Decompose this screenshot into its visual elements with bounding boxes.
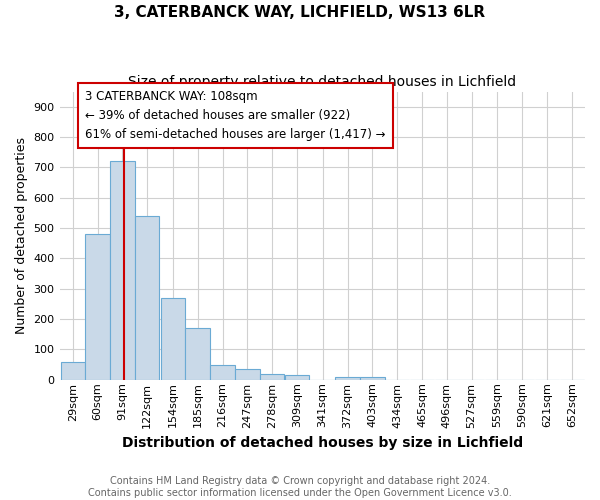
Bar (360, 378, 385, 380)
Bar (260, 374, 284, 380)
X-axis label: Distribution of detached houses by size in Lichfield: Distribution of detached houses by size … (122, 436, 523, 450)
Bar (211, 365, 235, 380)
Bar (185, 328, 210, 380)
Bar (335, 378, 360, 380)
Bar (85, 234, 110, 380)
Bar (161, 298, 185, 380)
Bar (110, 162, 134, 380)
Y-axis label: Number of detached properties: Number of detached properties (15, 137, 28, 334)
Text: 3, CATERBANCK WAY, LICHFIELD, WS13 6LR: 3, CATERBANCK WAY, LICHFIELD, WS13 6LR (115, 5, 485, 20)
Bar (61, 362, 85, 380)
Bar (235, 369, 260, 380)
Bar (135, 216, 160, 380)
Title: Size of property relative to detached houses in Lichfield: Size of property relative to detached ho… (128, 75, 517, 89)
Text: Contains HM Land Registry data © Crown copyright and database right 2024.
Contai: Contains HM Land Registry data © Crown c… (88, 476, 512, 498)
Bar (285, 375, 309, 380)
Text: 3 CATERBANCK WAY: 108sqm
← 39% of detached houses are smaller (922)
61% of semi-: 3 CATERBANCK WAY: 108sqm ← 39% of detach… (85, 90, 386, 142)
